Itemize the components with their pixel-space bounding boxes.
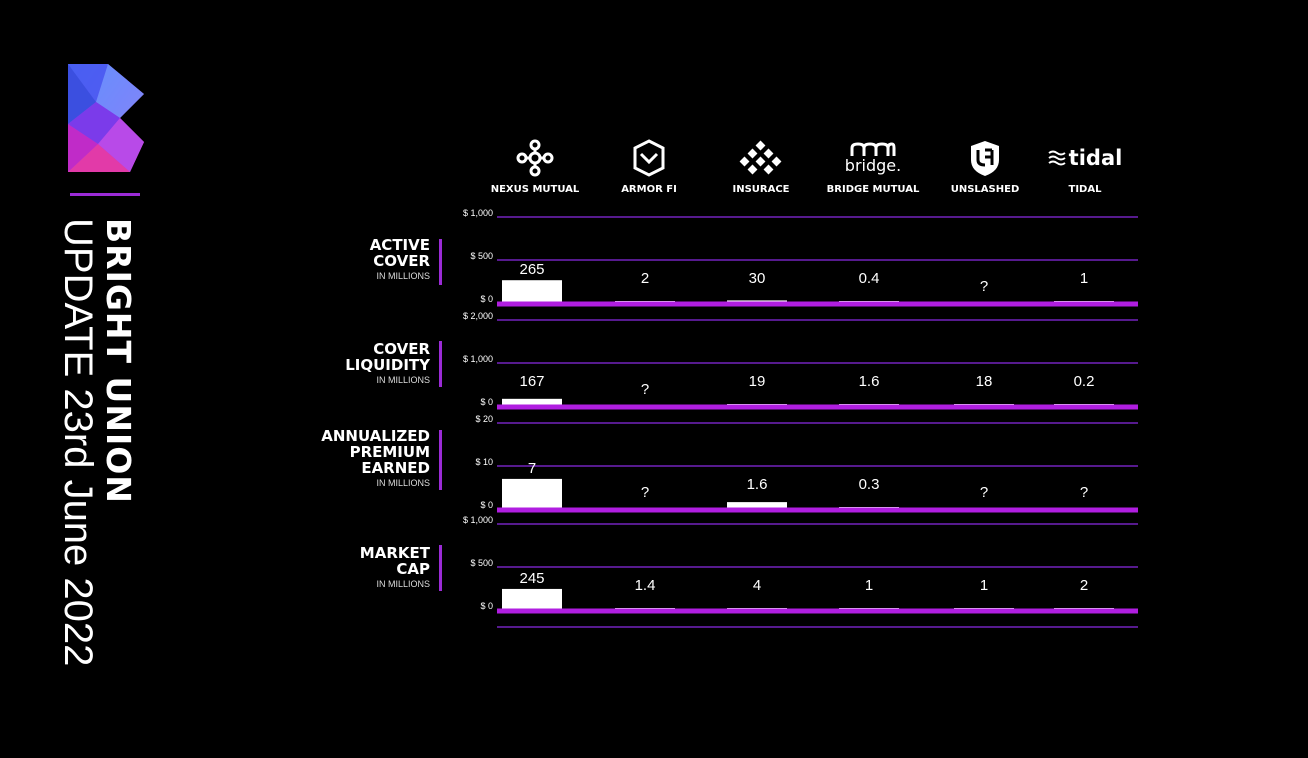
tidal-icon [1048,150,1066,166]
data-label: 245 [519,570,544,587]
insurace-icon [739,140,782,175]
y-tick-label: $ 10 [475,457,493,467]
armor-fi-icon [633,139,665,177]
bar [502,280,562,303]
data-label: ? [980,278,988,295]
data-label: 1.6 [859,373,880,390]
data-label: 265 [519,261,544,278]
data-label: ? [641,381,649,398]
y-tick-label: $ 2,000 [463,311,493,321]
data-label: ? [1080,484,1088,501]
data-label: 4 [753,577,761,594]
bright-union-logo-icon [68,64,144,172]
y-tick-label: $ 500 [470,558,493,568]
data-label: 0.3 [859,476,880,493]
y-tick-label: $ 0 [480,294,493,304]
company-name: BRIDGE MUTUAL [826,184,920,195]
bar [839,404,899,406]
bar [839,608,899,610]
bar [615,301,675,303]
data-label: 167 [519,373,544,390]
update-date: UPDATE 23rd June 2022 [56,218,100,667]
row-unit: IN MILLIONS [376,478,430,488]
data-label: 30 [749,270,766,287]
row-label-market-cap: MARKET CAP IN MILLIONS [340,545,430,589]
row-title: MARKET CAP [359,544,430,578]
company-armor-fi: ARMOR FI [594,138,704,195]
row-label-active-cover: ACTIVE COVER IN MILLIONS [320,237,430,281]
data-label: 1.6 [747,476,768,493]
bar [1054,404,1114,406]
company-bridge-mutual: bridge. BRIDGE MUTUAL [818,138,928,195]
bridge-logo-text: bridge. [844,155,902,175]
bar [839,301,899,303]
row-label-annualized-premium: ANNUALIZED PREMIUM EARNED IN MILLIONS [310,428,430,488]
row-title: ANNUALIZED PREMIUM EARNED [321,427,430,477]
row-unit: IN MILLIONS [376,579,430,589]
y-tick-label: $ 0 [480,500,493,510]
data-label: 1 [980,577,988,594]
bridge-mutual-icon [850,141,896,156]
bar [727,300,787,303]
data-label: 2 [641,270,649,287]
brand-name: BRIGHT UNION [99,218,138,504]
bar [727,404,787,406]
company-nexus-mutual: NEXUS MUTUAL [480,138,590,195]
company-name: INSURACE [732,184,790,195]
row-accent-bar [439,239,442,285]
row-accent-bar [439,430,442,490]
data-label: 7 [528,460,536,477]
data-label: 0.4 [859,270,880,287]
data-label: 19 [749,373,766,390]
y-tick-label: $ 20 [475,414,493,424]
bar [839,507,899,509]
bar [615,608,675,610]
tidal-logo-text: tidal [1068,146,1123,170]
bar [727,608,787,610]
y-tick-label: $ 1,000 [463,515,493,525]
bar [1054,301,1114,303]
y-tick-label: $ 0 [480,397,493,407]
unslashed-icon [971,141,999,176]
y-tick-label: $ 1,000 [463,354,493,364]
company-name: TIDAL [1068,184,1102,195]
company-unslashed: UNSLASHED [930,138,1040,195]
bar [502,478,562,509]
data-label: 18 [976,373,993,390]
y-tick-label: $ 500 [470,251,493,261]
y-tick-label: $ 1,000 [463,208,493,218]
data-label: 0.2 [1074,373,1095,390]
row-unit: IN MILLIONS [376,271,430,281]
data-label: 1.4 [635,577,656,594]
data-label: 1 [1080,270,1088,287]
row-unit: IN MILLIONS [376,375,430,385]
company-name: UNSLASHED [950,184,1020,195]
company-name: ARMOR FI [621,184,677,195]
company-name: NEXUS MUTUAL [490,184,580,195]
company-tidal: tidal TIDAL [1030,138,1140,195]
bar [954,608,1014,610]
bar [1054,608,1114,610]
data-label: 2 [1080,577,1088,594]
bar [502,398,562,406]
row-title: COVER LIQUIDITY [345,340,430,374]
company-insurace: INSURACE [706,138,816,195]
data-label: 1 [865,577,873,594]
bar [502,588,562,610]
data-label: ? [641,484,649,501]
y-tick-label: $ 0 [480,601,493,611]
bar [727,502,787,509]
data-label: ? [980,484,988,501]
row-accent-bar [439,545,442,591]
row-accent-bar [439,341,442,387]
brand-divider [70,193,140,196]
row-title: ACTIVE COVER [369,236,430,270]
bar [954,404,1014,406]
nexus-mutual-icon [516,139,554,177]
row-label-cover-liquidity: COVER LIQUIDITY IN MILLIONS [330,341,430,385]
